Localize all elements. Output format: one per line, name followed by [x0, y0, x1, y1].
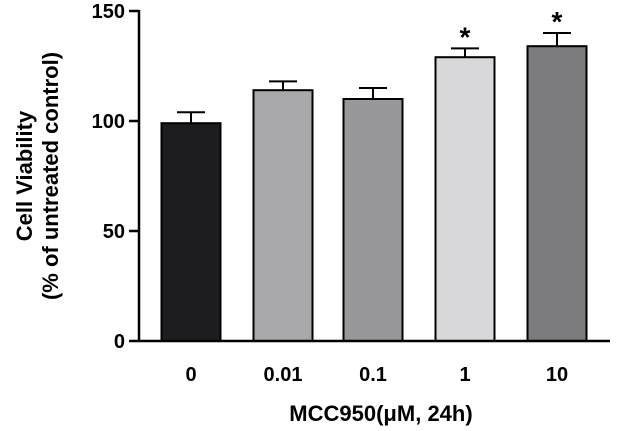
- x-tick-label-0: 0: [185, 364, 196, 386]
- bar-1: [434, 56, 496, 342]
- bar-0.1: [342, 98, 404, 342]
- y-tick-label-150: 150: [92, 1, 125, 23]
- x-axis: 0 0.01 0.1 1 10: [139, 339, 610, 386]
- chart-marks: * *: [160, 6, 588, 342]
- x-tick-label-0.1: 0.1: [359, 364, 387, 386]
- y-axis: 0 50 100 150: [92, 1, 141, 353]
- bar-10: [526, 45, 588, 342]
- x-tick-label-1: 1: [459, 364, 470, 386]
- significance-star-10: *: [552, 6, 563, 37]
- x-tick-label-0.01: 0.01: [264, 364, 303, 386]
- bar-0.01: [252, 89, 314, 342]
- y-axis-title: Cell Viability (% of untreated control): [12, 52, 63, 300]
- y-tick-label-100: 100: [92, 111, 125, 133]
- y-axis-title-line-2: (% of untreated control): [38, 52, 63, 300]
- x-tick-label-10: 10: [546, 364, 568, 386]
- y-axis-title-line-1: Cell Viability: [12, 110, 37, 241]
- y-tick-label-50: 50: [103, 221, 125, 243]
- significance-star-1: *: [460, 21, 471, 52]
- x-axis-title: MCC950(μM, 24h): [289, 401, 472, 426]
- bar-0: [160, 122, 222, 342]
- y-tick-label-0: 0: [114, 331, 125, 353]
